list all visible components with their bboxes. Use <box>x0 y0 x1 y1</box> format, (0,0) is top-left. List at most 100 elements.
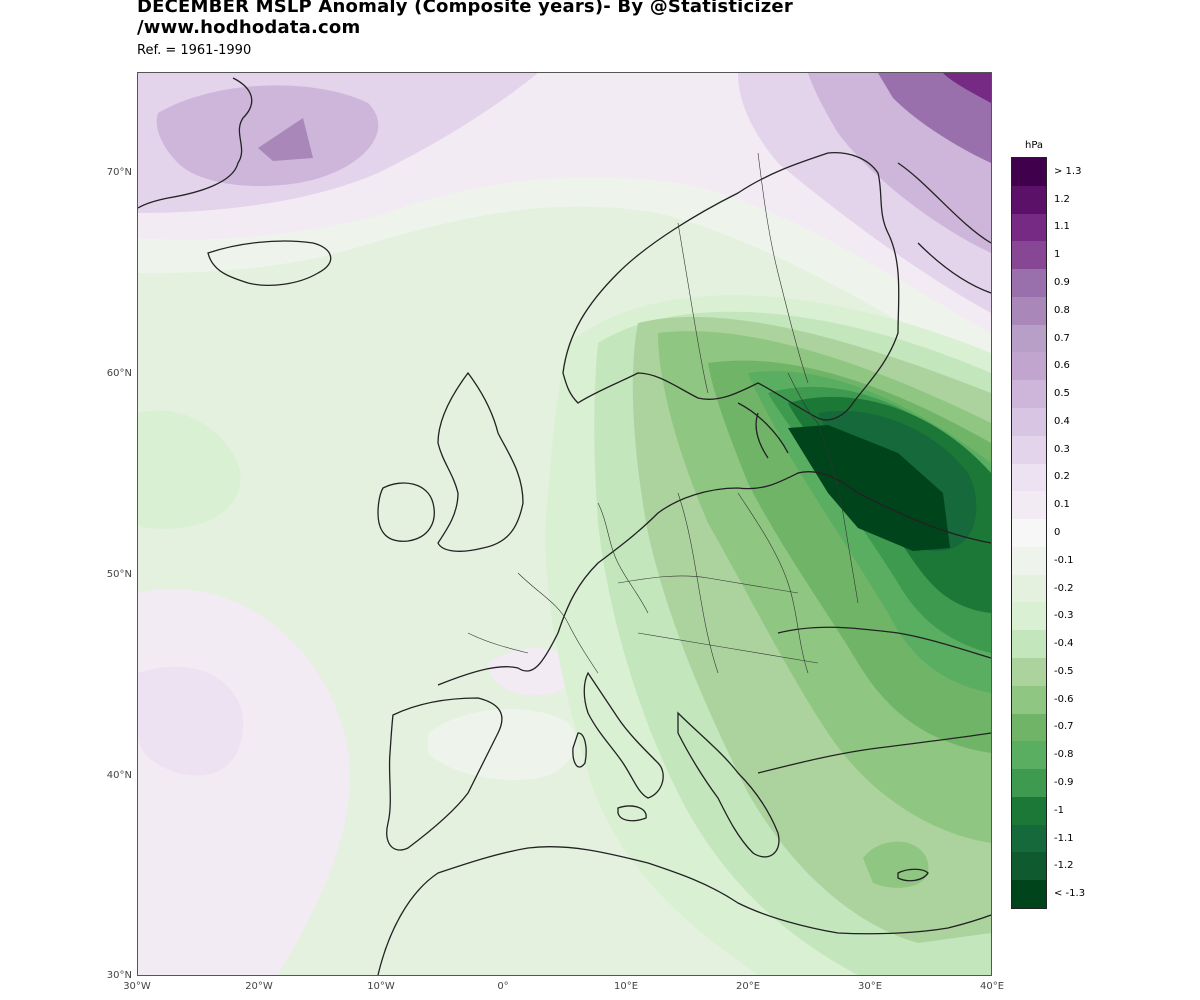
legend-swatch <box>1012 269 1046 298</box>
coastline-turkey-black-sea <box>757 626 991 774</box>
legend-swatch <box>1012 880 1046 909</box>
legend-label: -1.2 <box>1054 860 1074 872</box>
legend-swatch <box>1012 769 1046 798</box>
field-sw-positive <box>138 666 243 776</box>
legend-swatch <box>1012 519 1046 548</box>
legend-label: -1 <box>1054 804 1064 816</box>
coastline-cyprus <box>897 868 929 882</box>
legend-swatch <box>1012 824 1046 853</box>
border-3 <box>677 492 719 674</box>
border-5 <box>617 575 799 594</box>
legend-label: -0.2 <box>1054 582 1074 594</box>
legend-swatch <box>1012 213 1046 242</box>
coastline-scandinavia <box>562 152 900 421</box>
legend-swatch <box>1012 352 1046 381</box>
legend-swatch <box>1012 574 1046 603</box>
reference-period: Ref. = 1961-1990 <box>137 43 252 58</box>
legend-label: 0.1 <box>1054 499 1070 511</box>
legend-label: 0.7 <box>1054 332 1070 344</box>
legend-swatch <box>1012 658 1046 687</box>
legend-swatch <box>1012 491 1046 520</box>
legend-swatch <box>1012 380 1046 409</box>
legend-label: 0.4 <box>1054 415 1070 427</box>
border-2 <box>597 502 649 614</box>
anomaly-map <box>137 72 992 976</box>
legend-label: -0.6 <box>1054 693 1074 705</box>
legend-swatch <box>1012 685 1046 715</box>
coastline-sardinia-corsica <box>572 732 587 768</box>
legend-label: 0.5 <box>1054 388 1070 400</box>
lat-label-40n: 40°N <box>106 770 132 781</box>
legend-title: hPa <box>1025 140 1044 151</box>
legend-swatch <box>1012 796 1046 826</box>
lon-label-0: 0° <box>497 981 509 992</box>
legend-label: -0.1 <box>1054 554 1074 566</box>
title-line-2: /www.hodhodata.com <box>137 17 361 38</box>
border-1 <box>517 572 599 674</box>
legend-label: 0.2 <box>1054 471 1070 483</box>
coastlines <box>138 77 991 975</box>
legend-swatch <box>1012 463 1046 492</box>
legend-label: 0.8 <box>1054 304 1070 316</box>
legend-label: -1.1 <box>1054 832 1074 844</box>
title-line-1: DECEMBER MSLP Anomaly (Composite years)-… <box>137 0 793 17</box>
coastline-iberia <box>386 697 503 851</box>
lon-label-20e: 20°E <box>735 981 761 992</box>
legend-swatch <box>1012 435 1046 465</box>
legend-label: 1 <box>1054 249 1061 261</box>
legend-swatch <box>1012 602 1046 631</box>
border-6 <box>637 632 819 664</box>
legend-label: 0.6 <box>1054 360 1070 372</box>
legend-label: 1.2 <box>1054 193 1070 205</box>
coastline-iceland <box>207 240 332 286</box>
map-svg <box>138 73 991 975</box>
lon-label-40e: 40°E <box>979 981 1005 992</box>
coastline-sicily <box>617 805 647 822</box>
lon-label-10e: 10°E <box>613 981 639 992</box>
coastline-russia-north <box>897 162 991 294</box>
border-8 <box>787 372 819 424</box>
legend-label: > 1.3 <box>1054 165 1082 177</box>
legend-swatch <box>1012 241 1046 270</box>
coastline-greenland <box>138 77 253 209</box>
coastline-north-africa <box>377 846 991 975</box>
lon-label-10w: 10°W <box>367 981 395 992</box>
border-11 <box>467 632 529 654</box>
legend-swatch <box>1012 741 1046 770</box>
field-iberia-neutral <box>428 709 577 781</box>
field-levant-negative <box>863 841 929 888</box>
legend-label: -0.3 <box>1054 610 1074 622</box>
lon-label-20w: 20°W <box>245 981 273 992</box>
lat-label-50n: 50°N <box>106 569 132 580</box>
border-10 <box>757 152 809 384</box>
legend-label: -0.9 <box>1054 777 1074 788</box>
legend-swatch <box>1012 158 1046 187</box>
field-east-level-min <box>788 425 950 551</box>
legend-swatch <box>1012 185 1046 215</box>
border-9 <box>677 222 709 394</box>
legend-swatch <box>1012 630 1046 659</box>
field-atlantic-negative <box>138 410 241 529</box>
lat-label-60n: 60°N <box>106 368 132 379</box>
legend-label: -0.5 <box>1054 665 1074 677</box>
field-ne-positive-3 <box>878 73 991 163</box>
field-italy-neutral <box>488 648 576 696</box>
legend-swatch <box>1012 408 1046 437</box>
lon-label-30w: 30°W <box>123 981 151 992</box>
coastline-british-isles <box>437 371 524 552</box>
lon-label-30e: 30°E <box>857 981 883 992</box>
legend-swatch <box>1012 713 1046 742</box>
lat-label-30n: 30°N <box>106 970 132 981</box>
legend-swatch <box>1012 546 1046 576</box>
country-borders <box>467 152 859 674</box>
coastline-balkans-greece <box>677 711 780 858</box>
coastline-italy <box>583 671 664 799</box>
coastline-ireland <box>377 482 435 542</box>
legend-label: 1.1 <box>1054 221 1070 233</box>
field-north-positive-3 <box>258 118 313 161</box>
legend-label: 0 <box>1054 527 1061 538</box>
legend-colorbar <box>1011 157 1047 909</box>
legend-label: 0.9 <box>1054 277 1070 288</box>
legend-label: -0.8 <box>1054 749 1074 761</box>
legend-swatch <box>1012 852 1046 881</box>
